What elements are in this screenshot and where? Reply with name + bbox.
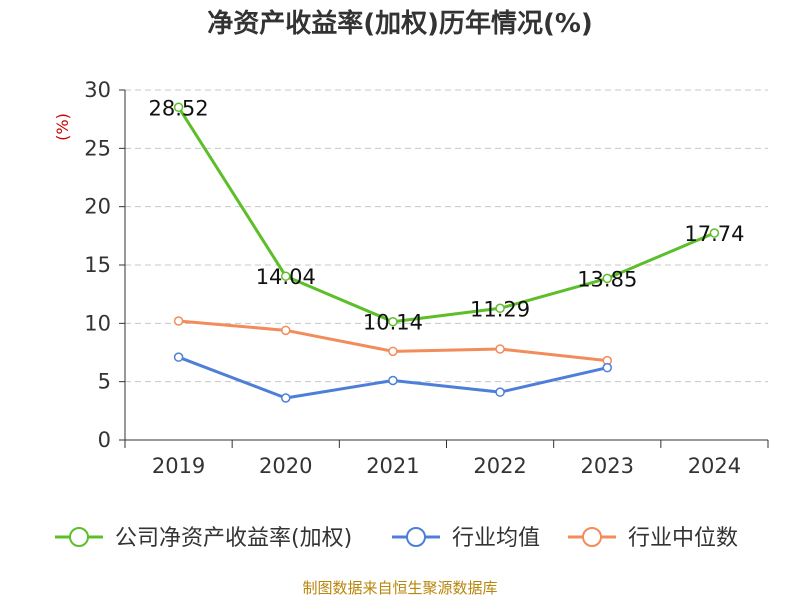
y-tick-label: 25 <box>84 136 111 160</box>
y-tick-label: 0 <box>98 428 111 452</box>
data-labels: 28.52 14.04 10.14 11.29 13.85 17.74 <box>149 96 745 334</box>
data-label-2022: 11.29 <box>470 297 530 321</box>
legend-item-1[interactable]: 行业均值 <box>392 526 540 551</box>
grid-lines <box>125 89 768 383</box>
x-tick-label-2023: 2023 <box>581 454 634 478</box>
data-label-2020: 14.04 <box>256 265 316 289</box>
data-point-0-2020[interactable] <box>281 271 291 281</box>
data-point-2-2022[interactable] <box>495 344 505 354</box>
x-tick-label-2024: 2024 <box>688 454 741 478</box>
data-point-0-2019[interactable] <box>173 102 184 113</box>
y-axis-label: (%) <box>53 113 72 141</box>
data-point-2-2019[interactable] <box>173 316 184 326</box>
legend-item-0[interactable]: 公司净资产收益率(加权) <box>55 526 352 551</box>
y-tick-label: 10 <box>84 311 111 335</box>
legend[interactable]: 公司净资产收益率(加权) 行业均值 行业中位数 <box>55 526 738 551</box>
series-line-0 <box>177 106 716 324</box>
data-point-0-2023[interactable] <box>602 273 612 284</box>
legend-swatch-marker <box>582 527 602 547</box>
chart-title: 净资产收益率(加权)历年情况(%) <box>207 8 593 39</box>
y-tick-label: 30 <box>84 78 111 102</box>
data-point-1-2021[interactable] <box>388 375 398 386</box>
legend-item-2[interactable]: 行业中位数 <box>568 526 738 551</box>
series <box>173 102 720 403</box>
data-point-1-2022[interactable] <box>495 387 505 397</box>
y-tick-label: 20 <box>84 195 111 219</box>
legend-swatch-marker <box>69 527 89 547</box>
x-tick-label-2021: 2021 <box>366 454 419 478</box>
y-tick-label: 5 <box>98 370 111 394</box>
legend-label: 行业中位数 <box>628 526 738 551</box>
data-point-1-2019[interactable] <box>173 352 184 362</box>
source-note: 制图数据来自恒生聚源数据库 <box>302 579 497 597</box>
x-tick-label-2019: 2019 <box>152 454 205 478</box>
data-label-2019: 28.52 <box>149 96 209 120</box>
data-point-0-2022[interactable] <box>495 303 505 314</box>
x-tick-label-2022: 2022 <box>473 454 526 478</box>
data-label-2023: 13.85 <box>577 267 637 291</box>
y-tick-label: 15 <box>84 253 111 277</box>
data-point-0-2024[interactable] <box>709 228 720 238</box>
axes: 0 5 10 15 20 25 30 2019 2020 2021 2022 2023 2024 <box>84 78 769 478</box>
legend-swatch-marker <box>406 527 426 547</box>
data-point-1-2023[interactable] <box>602 362 612 373</box>
data-point-2-2020[interactable] <box>281 325 291 336</box>
data-point-2-2021[interactable] <box>388 346 398 357</box>
data-point-0-2021[interactable] <box>388 316 398 327</box>
legend-label: 行业均值 <box>452 526 540 551</box>
data-point-1-2020[interactable] <box>281 393 291 403</box>
data-label-2021: 10.14 <box>363 311 423 335</box>
legend-label: 公司净资产收益率(加权) <box>115 526 352 551</box>
x-tick-label-2020: 2020 <box>259 454 312 478</box>
data-label-2024: 17.74 <box>684 222 744 246</box>
